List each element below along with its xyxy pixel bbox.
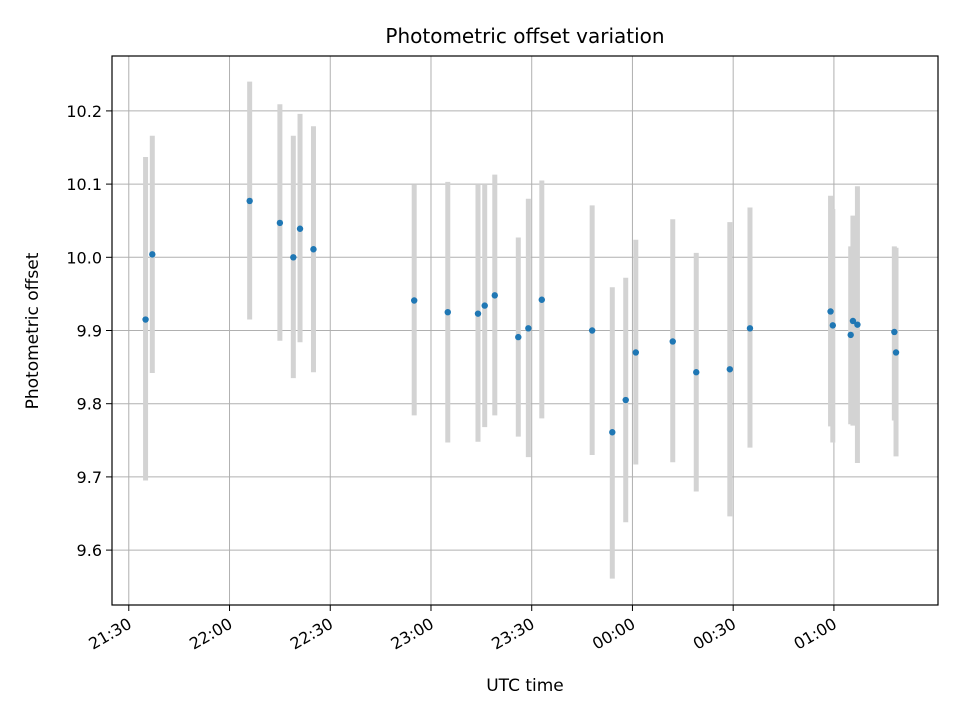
y-tick-label: 10.2 bbox=[66, 102, 102, 121]
y-tick-label: 9.9 bbox=[77, 322, 102, 341]
data-point bbox=[849, 317, 857, 325]
data-point bbox=[149, 251, 156, 258]
data-point bbox=[525, 325, 532, 332]
data-point bbox=[142, 316, 149, 323]
y-tick-label: 10.1 bbox=[66, 175, 102, 194]
data-point bbox=[609, 429, 616, 436]
y-tick-label: 9.6 bbox=[77, 541, 102, 560]
chart-title: Photometric offset variation bbox=[385, 24, 664, 48]
data-point bbox=[854, 321, 861, 328]
data-point bbox=[410, 297, 418, 304]
data-point bbox=[588, 327, 596, 334]
x-axis-label: UTC time bbox=[486, 676, 564, 696]
data-point bbox=[491, 292, 498, 299]
data-point bbox=[290, 254, 297, 261]
y-tick-label: 10.0 bbox=[66, 248, 102, 267]
data-point bbox=[827, 308, 834, 315]
grid bbox=[112, 56, 938, 605]
y-axis: 9.6 9.7 9.8 9.9 10.0 10.1 10.2 bbox=[66, 102, 112, 560]
data-point bbox=[746, 325, 754, 332]
data-point bbox=[515, 333, 522, 341]
data-point bbox=[892, 349, 900, 356]
data-point bbox=[632, 349, 640, 356]
data-point bbox=[693, 369, 700, 376]
data-point bbox=[847, 331, 854, 339]
y-tick-label: 9.7 bbox=[77, 468, 102, 487]
data-point bbox=[276, 219, 284, 227]
data-point bbox=[538, 296, 545, 303]
data-point bbox=[481, 302, 488, 309]
data-points bbox=[142, 197, 900, 436]
data-point bbox=[726, 366, 734, 373]
data-point bbox=[296, 225, 304, 232]
data-point bbox=[891, 328, 898, 336]
data-point bbox=[829, 322, 836, 329]
data-point bbox=[246, 197, 253, 205]
y-tick-label: 9.8 bbox=[77, 395, 102, 414]
data-point bbox=[622, 396, 629, 404]
data-point bbox=[444, 309, 451, 316]
data-point bbox=[310, 246, 317, 253]
y-axis-label: Photometric offset bbox=[23, 252, 43, 409]
data-point bbox=[474, 310, 482, 317]
data-point bbox=[669, 338, 676, 345]
